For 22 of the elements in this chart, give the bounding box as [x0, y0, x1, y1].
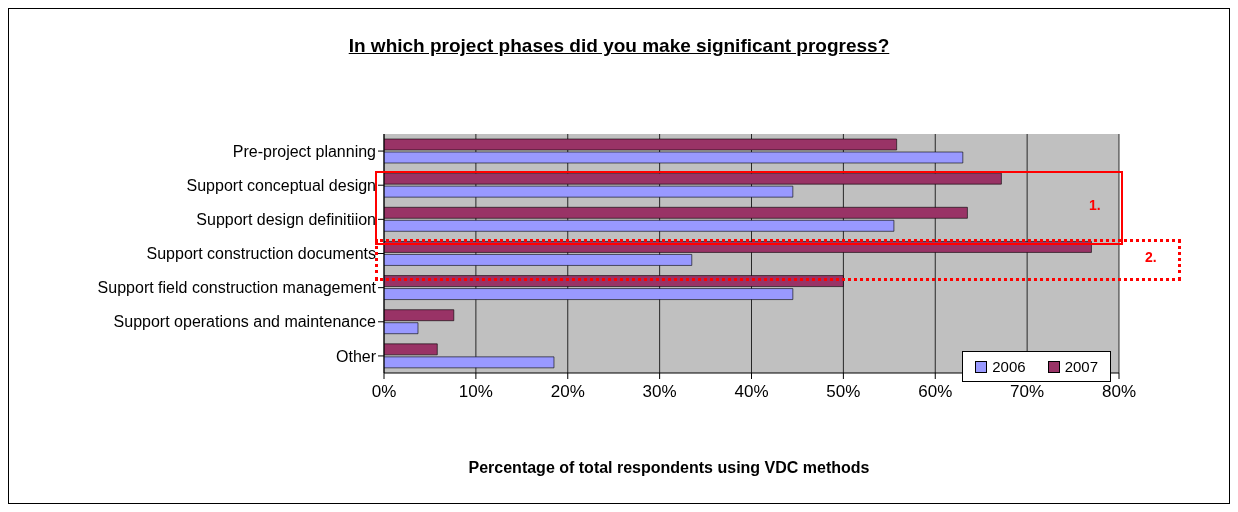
y-tick-label: Pre-project planning	[232, 142, 376, 160]
x-tick-label: 70%	[1010, 382, 1045, 402]
legend-label: 2006	[991, 358, 1026, 375]
y-tick-label: Support field construction management	[97, 279, 377, 297]
x-tick-label: 0%	[371, 382, 397, 402]
x-axis-title: Percentage of total respondents using VDC methods	[467, 459, 871, 477]
y-tick-label: Support construction documents	[146, 245, 376, 263]
text: 2.	[1145, 249, 1157, 265]
y-tick-label: Other	[335, 347, 377, 365]
y-tick-label: Support conceptual design	[186, 176, 376, 194]
y-tick-label: Support operations and maintenance	[113, 313, 377, 331]
x-tick-label: 30%	[642, 382, 677, 402]
x-tick-label: 80%	[1101, 382, 1137, 402]
chart-title: In which project phases did you make significant progress?	[347, 35, 891, 57]
x-tick-label: 50%	[826, 382, 861, 402]
x-tick-label: 10%	[458, 382, 493, 402]
x-tick-label: 40%	[734, 382, 769, 402]
y-tick-label: Support design definitiion	[196, 211, 376, 229]
legend-label: 2007	[1063, 358, 1098, 375]
x-tick-label: 20%	[550, 382, 585, 402]
annotation: 1.	[1089, 197, 1101, 213]
x-tick-label: 60%	[918, 382, 953, 402]
